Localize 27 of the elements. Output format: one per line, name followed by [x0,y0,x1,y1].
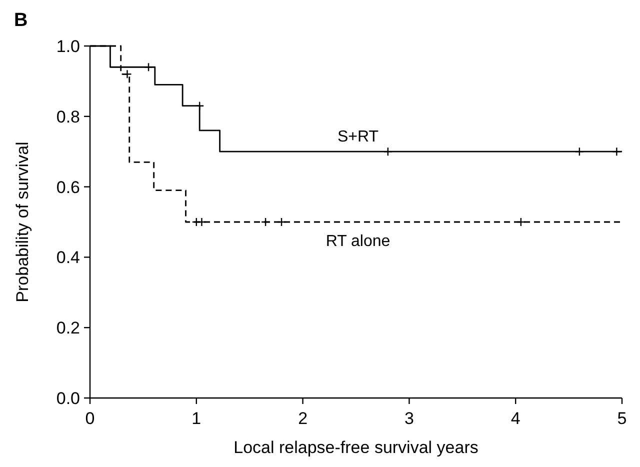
x-tick-label: 4 [510,409,520,428]
series-label: RT alone [326,233,390,250]
point [194,101,204,110]
x-tick-label: 1 [192,409,202,428]
point [383,147,393,156]
y-tick-label: 0.6 [56,178,80,197]
x-axis-title: Local relapse-free survival years [234,438,478,457]
point [260,217,270,227]
y-tick-label: 0.0 [56,389,80,408]
y-tick-label: 0.8 [56,107,80,126]
x-tick-label: 2 [298,409,308,428]
y-axis-title: Probability of survival [13,142,32,302]
point [516,217,526,227]
x-tick-label: 5 [617,409,627,428]
point [612,147,622,156]
point [276,217,286,227]
y-tick-label: 0.2 [56,318,80,338]
series-label: S+RT [337,128,379,146]
y-tick-label: 1.0 [56,37,80,56]
point [122,70,132,79]
point [197,217,206,227]
point [574,147,584,156]
point [144,62,154,72]
x-tick-label: 3 [404,409,414,428]
x-tick-label: 0 [85,409,95,428]
chart-title: B [14,10,28,31]
y-tick-label: 0.4 [56,248,80,268]
